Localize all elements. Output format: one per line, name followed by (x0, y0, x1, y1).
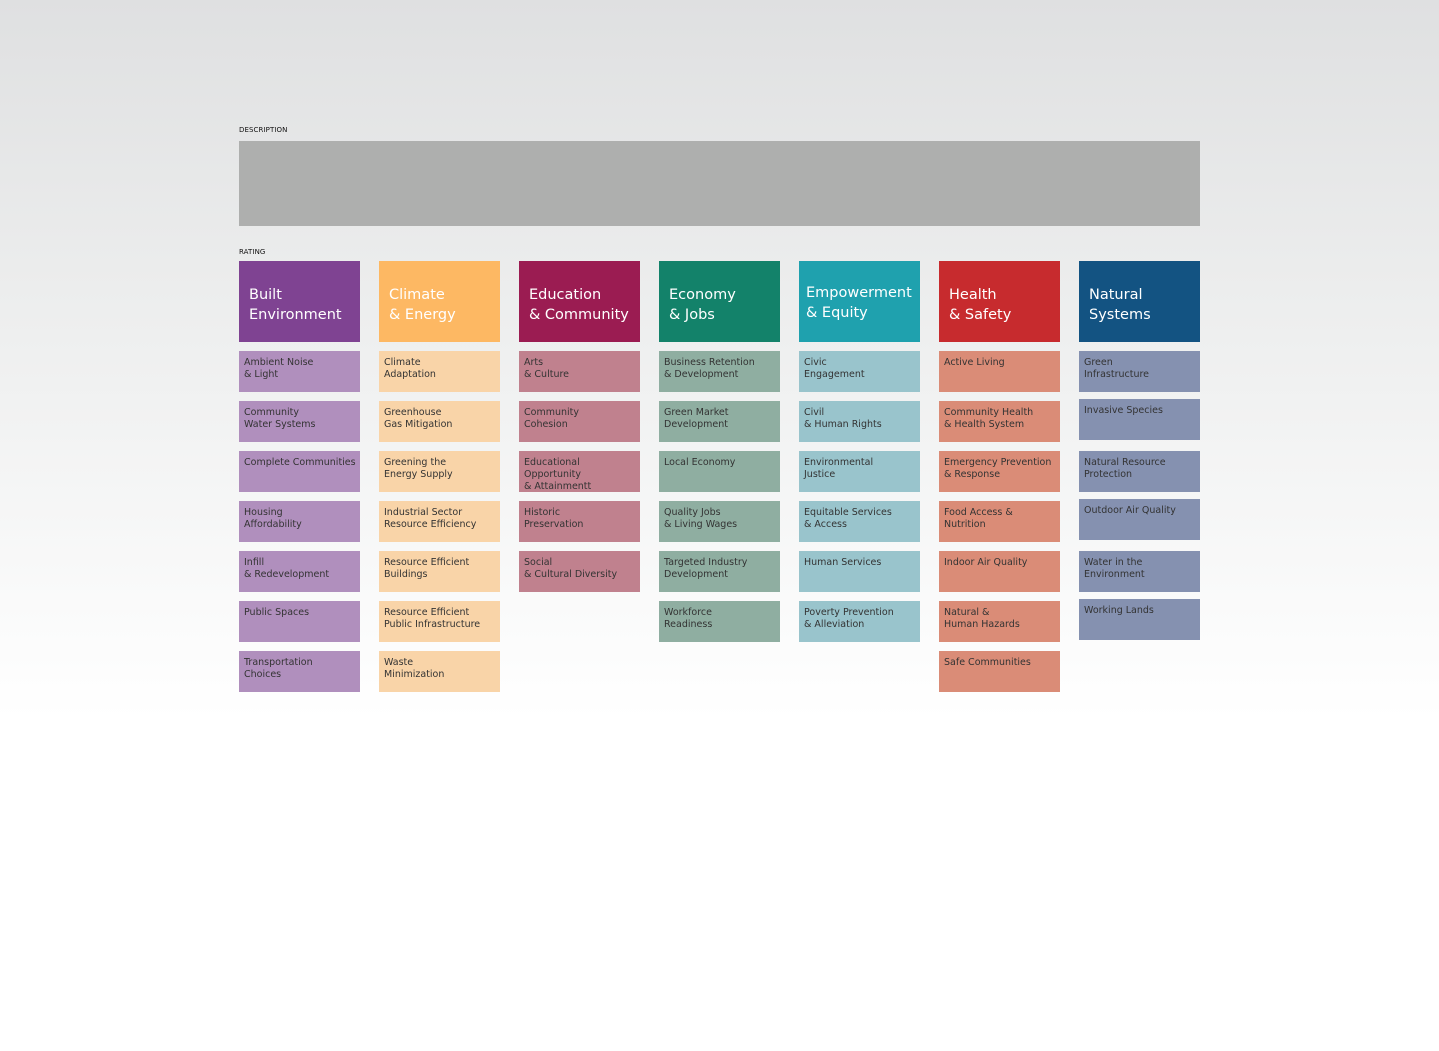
category-item[interactable]: Green Market Development (659, 401, 780, 442)
category-item[interactable]: Local Economy (659, 451, 780, 492)
category-item[interactable]: Indoor Air Quality (939, 551, 1060, 592)
category-header[interactable]: Empowerment & Equity (799, 261, 920, 342)
category-header[interactable]: Climate & Energy (379, 261, 500, 342)
category-item[interactable]: Equitable Services & Access (799, 501, 920, 542)
category-header[interactable]: Health & Safety (939, 261, 1060, 342)
category-item[interactable]: Industrial Sector Resource Efficiency (379, 501, 500, 542)
rating-label: RATING (239, 248, 266, 256)
category-item[interactable]: Outdoor Air Quality (1079, 499, 1200, 540)
category-item[interactable]: Transportation Choices (239, 651, 360, 692)
category-item[interactable]: Active Living (939, 351, 1060, 392)
category-item[interactable]: Quality Jobs & Living Wages (659, 501, 780, 542)
category-item[interactable]: Community Cohesion (519, 401, 640, 442)
category-item[interactable]: Greenhouse Gas Mitigation (379, 401, 500, 442)
category-header[interactable]: Education & Community (519, 261, 640, 342)
category-item[interactable]: Working Lands (1079, 599, 1200, 640)
category-item[interactable]: Resource Efficient Public Infrastructure (379, 601, 500, 642)
category-item[interactable]: Social & Cultural Diversity (519, 551, 640, 592)
category-item[interactable]: Climate Adaptation (379, 351, 500, 392)
category-item[interactable]: Civic Engagement (799, 351, 920, 392)
category-item[interactable]: Business Retention & Development (659, 351, 780, 392)
category-item[interactable]: Water in the Environment (1079, 551, 1200, 592)
category-item[interactable]: Arts & Culture (519, 351, 640, 392)
category-item[interactable]: Green Infrastructure (1079, 351, 1200, 392)
category-item[interactable]: Environmental Justice (799, 451, 920, 492)
category-item[interactable]: Ambient Noise & Light (239, 351, 360, 392)
category-item[interactable]: Waste Minimization (379, 651, 500, 692)
category-item[interactable]: Natural & Human Hazards (939, 601, 1060, 642)
category-item[interactable]: Public Spaces (239, 601, 360, 642)
category-item[interactable]: Community Water Systems (239, 401, 360, 442)
category-item[interactable]: Poverty Prevention & Alleviation (799, 601, 920, 642)
category-item[interactable]: Greening the Energy Supply (379, 451, 500, 492)
category-item[interactable]: Resource Efficient Buildings (379, 551, 500, 592)
category-item[interactable]: Housing Affordability (239, 501, 360, 542)
category-header[interactable]: Economy & Jobs (659, 261, 780, 342)
category-item[interactable]: Food Access & Nutrition (939, 501, 1060, 542)
description-label: DESCRIPTION (239, 126, 288, 134)
category-item[interactable]: Infill & Redevelopment (239, 551, 360, 592)
category-header[interactable]: Natural Systems (1079, 261, 1200, 342)
category-item[interactable]: Historic Preservation (519, 501, 640, 542)
category-item[interactable]: Emergency Prevention & Response (939, 451, 1060, 492)
category-item[interactable]: Natural Resource Protection (1079, 451, 1200, 492)
category-header[interactable]: Built Environment (239, 261, 360, 342)
description-box[interactable] (239, 141, 1200, 226)
category-item[interactable]: Workforce Readiness (659, 601, 780, 642)
category-item[interactable]: Safe Communities (939, 651, 1060, 692)
category-item[interactable]: Targeted Industry Development (659, 551, 780, 592)
category-item[interactable]: Civil & Human Rights (799, 401, 920, 442)
category-item[interactable]: Invasive Species (1079, 399, 1200, 440)
category-item[interactable]: Complete Communities (239, 451, 360, 492)
category-item[interactable]: Human Services (799, 551, 920, 592)
category-item[interactable]: Educational Opportunity & Attainmentt (519, 451, 640, 492)
category-item[interactable]: Community Health & Health System (939, 401, 1060, 442)
